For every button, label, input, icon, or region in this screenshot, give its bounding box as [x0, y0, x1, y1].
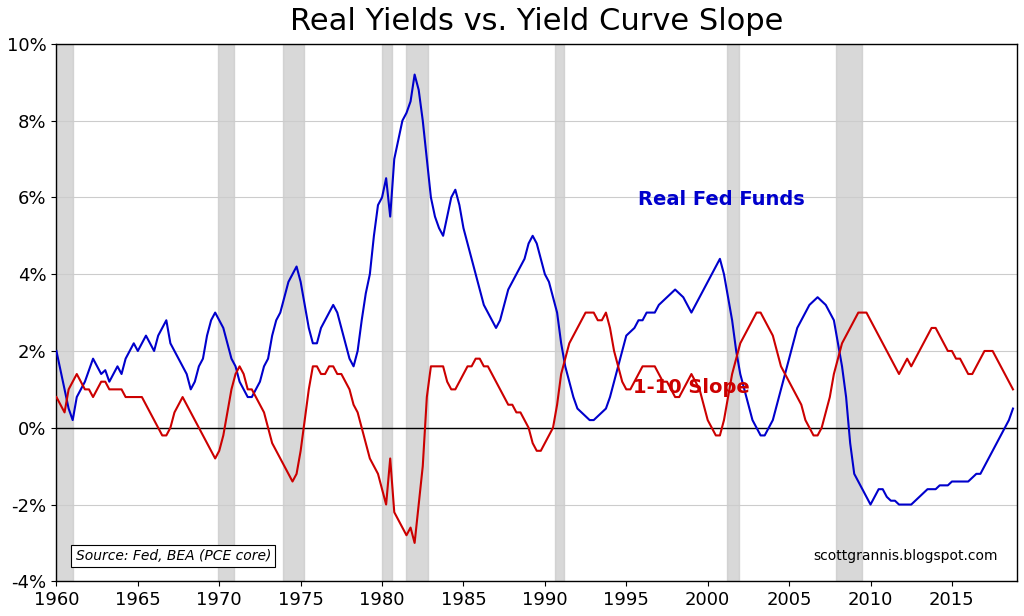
Bar [555, 44, 564, 582]
Text: 1-10 Slope: 1-10 Slope [633, 378, 750, 397]
Title: Real Yields vs. Yield Curve Slope: Real Yields vs. Yield Curve Slope [290, 7, 783, 36]
Bar [283, 44, 304, 582]
Bar [727, 44, 738, 582]
Bar [218, 44, 233, 582]
Text: Source: Fed, BEA (PCE core): Source: Fed, BEA (PCE core) [76, 549, 271, 563]
Bar [407, 44, 428, 582]
Text: scottgrannis.blogspot.com: scottgrannis.blogspot.com [813, 549, 997, 563]
Bar [56, 44, 73, 582]
Bar [382, 44, 392, 582]
Bar [837, 44, 862, 582]
Text: Real Fed Funds: Real Fed Funds [638, 190, 805, 209]
